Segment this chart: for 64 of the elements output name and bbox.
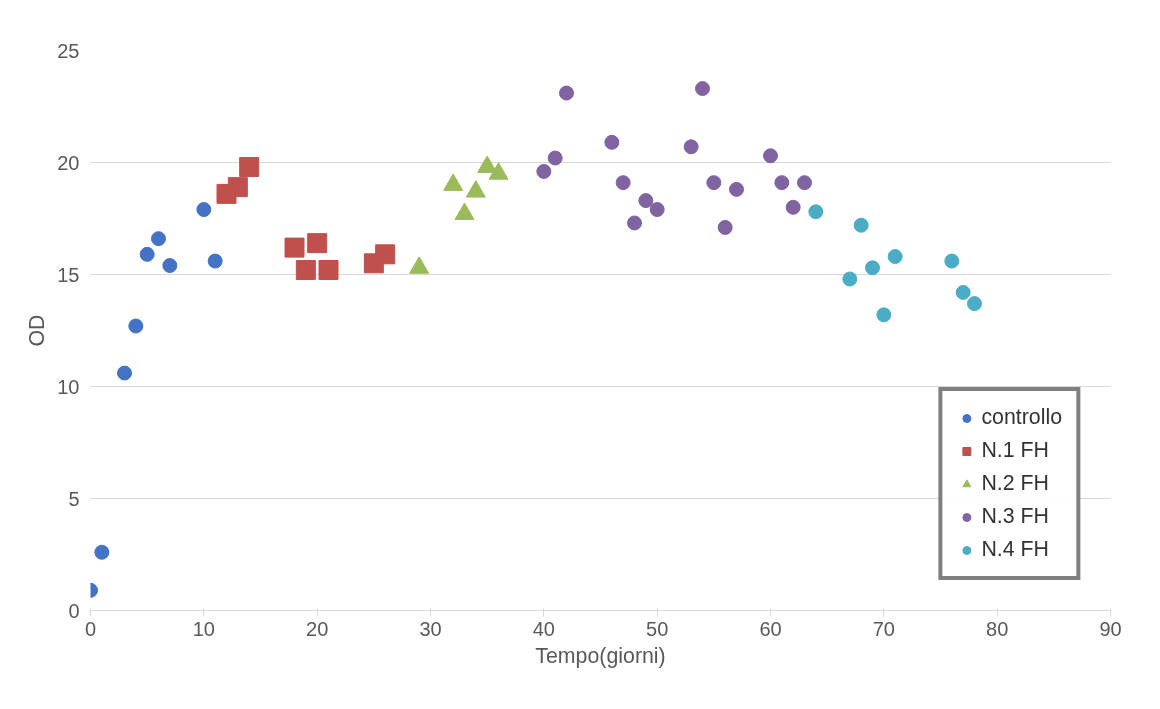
point <box>763 148 778 164</box>
x-axis-title: Tempo(giorni) <box>535 643 666 668</box>
y-tick-label: 15 <box>57 263 80 286</box>
point <box>797 175 812 191</box>
y-tick-label: 25 <box>57 39 80 62</box>
point <box>128 318 144 334</box>
x-tick-label: 90 <box>1099 617 1122 640</box>
point <box>295 260 316 281</box>
point <box>887 249 903 265</box>
x-tick-label: 80 <box>986 617 1009 640</box>
point <box>615 175 631 191</box>
y-tick-label: 10 <box>57 375 80 398</box>
point <box>162 258 178 274</box>
x-tick-label: 20 <box>306 617 329 640</box>
point <box>649 202 665 218</box>
point <box>227 177 248 198</box>
legend-label: N.1 FH <box>981 438 1049 463</box>
point <box>706 175 722 191</box>
point <box>842 271 858 287</box>
point <box>853 217 869 233</box>
x-tick-label: 10 <box>192 617 215 640</box>
point <box>785 199 801 215</box>
point <box>559 85 574 101</box>
point <box>717 219 733 235</box>
y-axis-title: OD <box>25 314 50 347</box>
point <box>307 233 328 254</box>
x-tick-label: 30 <box>419 617 442 640</box>
x-tick-label: 50 <box>646 617 669 640</box>
y-tick-label: 0 <box>68 599 80 622</box>
legend-label: N.2 FH <box>981 471 1049 496</box>
point <box>94 544 110 560</box>
x-tick-label: 0 <box>84 617 97 640</box>
y-tick-label: 5 <box>68 487 80 510</box>
point <box>139 246 155 262</box>
point <box>239 156 260 177</box>
point <box>729 181 744 197</box>
point <box>955 284 971 300</box>
point <box>967 296 982 312</box>
point <box>638 193 654 209</box>
legend-label: controllo <box>981 405 1062 430</box>
point <box>944 253 960 269</box>
x-tick-label: 40 <box>532 617 555 640</box>
point <box>318 260 339 281</box>
point <box>604 134 620 150</box>
point <box>151 231 166 247</box>
point <box>536 163 552 179</box>
point <box>547 150 563 166</box>
point <box>774 175 790 191</box>
point <box>117 365 132 381</box>
legend-label: N.4 FH <box>981 537 1049 562</box>
point <box>284 237 305 258</box>
point <box>375 244 396 265</box>
point <box>196 202 212 218</box>
point <box>695 81 710 97</box>
x-tick-label: 70 <box>872 617 895 640</box>
point <box>808 204 824 220</box>
point <box>683 139 699 155</box>
legend-label: N.3 FH <box>981 504 1049 529</box>
y-tick-label: 20 <box>57 151 80 174</box>
point <box>876 307 892 323</box>
point <box>627 215 642 231</box>
point <box>865 260 880 276</box>
x-tick-label: 60 <box>759 617 782 640</box>
point <box>207 253 223 269</box>
